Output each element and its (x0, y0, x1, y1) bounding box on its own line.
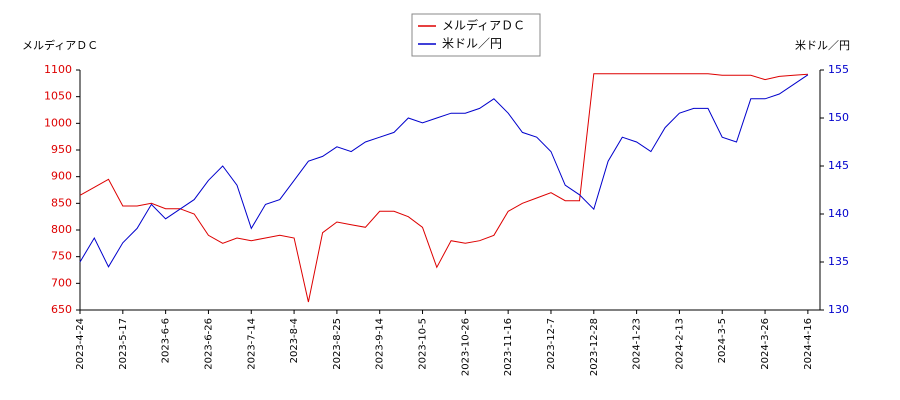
x-tick-label: 2024-1-23 (632, 318, 643, 370)
legend-box (411, 13, 541, 57)
legend-label: メルディアＤＣ (442, 18, 525, 33)
y-tick-label: 800 (51, 223, 72, 236)
y-tick-label: 1100 (44, 63, 72, 76)
y-tick-label: 650 (51, 303, 72, 316)
y-tick-label: 950 (51, 143, 72, 156)
y2-tick-label: 135 (828, 255, 849, 268)
x-tick-label: 2023-8-25 (332, 318, 343, 370)
y-tick-label: 1000 (44, 116, 72, 129)
y2-tick-label: 145 (828, 159, 849, 172)
y2-tick-label: 150 (828, 111, 849, 124)
x-tick-label: 2023-9-14 (375, 318, 386, 370)
y-tick-label: 700 (51, 276, 72, 289)
legend-label: 米ドル／円 (442, 37, 502, 51)
x-tick-label: 2023-11-16 (503, 318, 514, 376)
x-tick-label: 2023-10-26 (460, 318, 471, 376)
x-tick-label: 2023-5-17 (118, 318, 129, 370)
y-tick-label: 900 (51, 170, 72, 183)
x-tick-label: 2023-8-4 (289, 318, 300, 363)
x-tick-label: 2024-2-13 (674, 318, 685, 370)
y-axis-label: メルディアＤＣ (22, 38, 98, 52)
x-tick-label: 2023-12-28 (589, 318, 600, 376)
x-tick-label: 2023-7-14 (246, 318, 257, 370)
x-tick-label: 2023-6-26 (203, 318, 214, 370)
x-tick-label: 2024-3-26 (760, 318, 771, 370)
data-line (79, 73, 808, 303)
x-tick-label: 2023-6-6 (161, 318, 172, 363)
x-tick-label: 2023-10-5 (418, 318, 429, 370)
y2-tick-label: 155 (828, 63, 849, 76)
x-tick-label: 2023-4-24 (75, 318, 86, 370)
data-line (79, 74, 809, 268)
y-tick-label: 750 (51, 250, 72, 263)
x-tick-label: 2024-4-16 (803, 318, 814, 370)
x-tick-label: 2023-12-7 (546, 318, 557, 370)
x-tick-label: 2024-3-5 (717, 318, 728, 363)
y2-tick-label: 140 (828, 207, 849, 220)
y-tick-label: 1050 (44, 90, 72, 103)
y2-axis-label: 米ドル／円 (795, 39, 850, 52)
y2-tick-label: 130 (828, 303, 849, 316)
y-tick-label: 850 (51, 196, 72, 209)
